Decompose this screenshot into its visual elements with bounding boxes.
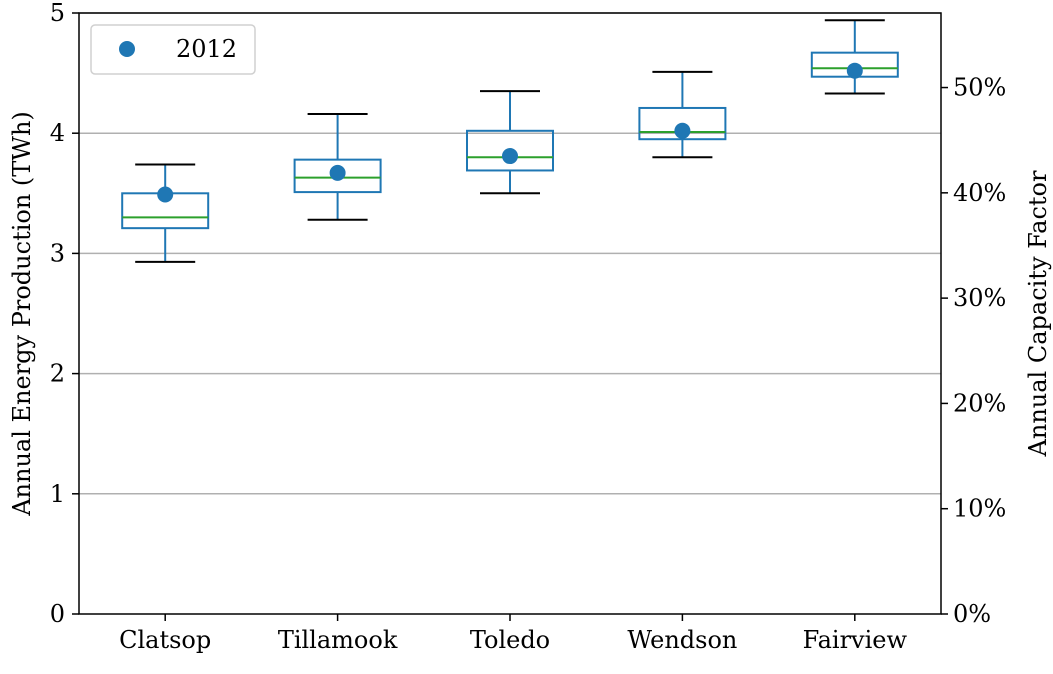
box-iqr: [293, 158, 382, 194]
box-series: [121, 19, 899, 263]
y2-tick-label: 30%: [953, 284, 1006, 312]
box-tillamook: [293, 112, 382, 221]
x-tick-label: Fairview: [803, 626, 908, 654]
x-tick-label: Clatsop: [119, 626, 211, 654]
point-2012: [502, 148, 518, 165]
y2-axis-label: Annual Capacity Factor: [1024, 170, 1052, 457]
y2-tick-label: 40%: [953, 179, 1006, 207]
y2-tick-label: 10%: [953, 495, 1006, 523]
legend: 2012: [90, 24, 256, 75]
legend-marker: [119, 41, 135, 57]
y-tick-label: 5: [50, 0, 65, 27]
grid-lines: [79, 12, 941, 495]
point-2012: [846, 62, 863, 79]
box-fairview: [810, 19, 899, 95]
box-clatsop: [121, 163, 210, 263]
y-tick-label: 4: [50, 119, 65, 147]
x-axis-ticks: Clatsop Tillamook Toledo Wendson Fairview: [119, 614, 907, 654]
y-axis-ticks: 0 1 2 3 4 5: [50, 0, 79, 628]
point-2012: [157, 186, 174, 203]
y2-tick-label: 0%: [953, 600, 991, 628]
y-axis-label: Annual Energy Production (TWh): [8, 111, 36, 517]
box-iqr: [638, 106, 727, 141]
point-2012: [329, 164, 346, 181]
legend-label: 2012: [176, 35, 237, 63]
x-tick-label: Wendson: [627, 626, 737, 654]
box-iqr: [466, 129, 554, 172]
y-tick-label: 2: [50, 360, 65, 388]
box-wendson: [638, 70, 727, 159]
y-tick-label: 3: [50, 239, 65, 267]
legend-box: [90, 24, 256, 75]
x-tick-label: Toledo: [470, 626, 550, 654]
x-tick-label: Tillamook: [278, 626, 398, 654]
y2-tick-label: 20%: [953, 389, 1006, 417]
box-toledo: [466, 90, 554, 195]
y-tick-label: 0: [50, 600, 65, 628]
y2-axis-ticks: 0% 10% 20% 30% 40% 50%: [941, 74, 1006, 628]
y-tick-label: 1: [50, 480, 65, 508]
y2-tick-label: 50%: [953, 74, 1006, 102]
point-2012: [674, 122, 691, 139]
